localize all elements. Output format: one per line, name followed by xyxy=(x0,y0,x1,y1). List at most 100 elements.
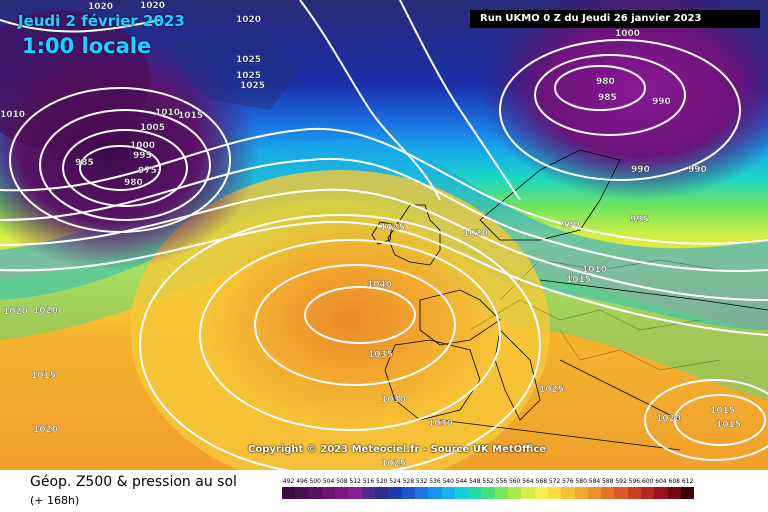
isobar-label: 1020 xyxy=(33,306,58,316)
isobar-label: 1025 xyxy=(539,385,564,395)
legend-swatch xyxy=(587,487,602,499)
legend-swatch xyxy=(282,487,296,499)
isobar-label: 980 xyxy=(124,178,143,188)
isobar-label: 1020 xyxy=(88,2,113,12)
coastlines xyxy=(371,149,768,451)
legend-swatch xyxy=(654,487,668,499)
legend-value: 580 xyxy=(575,478,587,485)
isobar-label: 1040 xyxy=(367,280,392,290)
legend-swatch xyxy=(401,487,415,499)
legend-value: 528 xyxy=(402,478,415,485)
legend-swatch xyxy=(534,487,548,499)
legend-swatch xyxy=(680,487,695,499)
isobar-label: 1020 xyxy=(33,425,58,435)
legend-swatch xyxy=(348,487,362,499)
legend-value: 548 xyxy=(469,478,481,485)
isobar-label: 990 xyxy=(652,97,671,107)
legend-value: 540 xyxy=(442,478,454,485)
isobar-label: 1015 xyxy=(710,406,735,416)
legend-value: 584 xyxy=(588,478,601,485)
legend-swatch xyxy=(441,487,455,499)
legend-value: 560 xyxy=(508,478,521,485)
isobar-label: 1030 xyxy=(381,395,406,405)
legend-swatch xyxy=(295,487,309,499)
isobar-label: 1020 xyxy=(236,15,261,25)
isobar-label: 1015 xyxy=(31,371,56,381)
legend-value: 500 xyxy=(309,478,321,485)
legend-value: 516 xyxy=(362,478,375,485)
isobar-label: 1015 xyxy=(716,420,741,430)
forecast-local-time: 1:00 locale xyxy=(22,34,152,58)
isobar-label: 1035 xyxy=(368,350,393,360)
isobar-label: 1010 xyxy=(0,110,25,120)
legend-swatch xyxy=(321,487,336,499)
legend-value: 536 xyxy=(429,478,441,485)
isobar-label: 1015 xyxy=(178,111,203,121)
isobar-labels: 1020102010201020102510251025101010151005… xyxy=(0,1,741,469)
legend-swatch xyxy=(627,487,642,499)
color-legend: 492 496 500 504 508 512 516 520 524 528 532 536 540 5… xyxy=(282,478,695,499)
isobar-label: 1020 xyxy=(3,307,28,317)
legend-swatch xyxy=(454,487,469,499)
isobar-label: 1025 xyxy=(381,459,406,469)
legend-swatch xyxy=(481,487,495,499)
isobar-label: 990 xyxy=(561,220,580,230)
legend-value: 572 xyxy=(548,478,561,485)
legend-value: 496 xyxy=(296,478,308,485)
isobar-label: 1025 xyxy=(236,55,261,65)
legend-swatches xyxy=(282,487,695,499)
isobar-label: 1025 xyxy=(380,223,405,233)
legend-value: 576 xyxy=(562,478,574,485)
legend-value: 544 xyxy=(455,478,468,485)
legend-value: 552 xyxy=(482,478,494,485)
legend-swatch xyxy=(308,487,322,499)
legend-value: 512 xyxy=(349,478,361,485)
legend-swatch xyxy=(641,487,655,499)
isobar-label: 985 xyxy=(598,93,617,103)
legend-swatch xyxy=(574,487,588,499)
isobar-label: 1025 xyxy=(240,81,265,91)
isobar-label: 1020 xyxy=(463,229,488,239)
weather-map: 1020 1020 1020 1020 1025 1025 1025 1010 1015 1005… xyxy=(0,0,768,470)
legend-swatch xyxy=(428,487,442,499)
legend-value: 508 xyxy=(336,478,348,485)
legend-swatch xyxy=(614,487,628,499)
legend-value: 600 xyxy=(641,478,654,485)
legend-swatch xyxy=(667,487,681,499)
forecast-lead-time: (+ 168h) xyxy=(30,494,80,507)
legend-swatch xyxy=(375,487,389,499)
map-title: Géop. Z500 & pression au sol xyxy=(30,474,237,490)
legend-value: 608 xyxy=(668,478,680,485)
legend-value: 524 xyxy=(389,478,401,485)
isobars xyxy=(0,0,768,470)
forecast-date: Jeudi 2 février 2023 xyxy=(18,12,185,30)
isobar-label: 990 xyxy=(688,165,707,175)
legend-value: 612 xyxy=(681,478,694,485)
legend-value: 532 xyxy=(415,478,428,485)
isobar-label: 1010 xyxy=(582,265,607,275)
isobar-label: 995 xyxy=(630,215,649,225)
legend-swatch xyxy=(521,487,535,499)
isobar-label: 995 xyxy=(133,151,152,161)
isobar-label: 1020 xyxy=(656,414,681,424)
legend-swatch xyxy=(414,487,429,499)
isobar-label: 990 xyxy=(631,165,650,175)
legend-value: 596 xyxy=(628,478,641,485)
isobar-label: 1000 xyxy=(615,29,640,39)
isobar-label: 1025 xyxy=(236,71,261,81)
borders xyxy=(469,259,721,371)
legend-swatch xyxy=(494,487,509,499)
legend-value: 520 xyxy=(376,478,388,485)
legend-value: 492 xyxy=(282,478,295,485)
legend-value: 556 xyxy=(495,478,508,485)
geopotential-pressure-map: 1020102010201020102510251025101010151005… xyxy=(0,0,768,470)
isobar-label: 980 xyxy=(596,77,615,87)
isobar-label: 1020 xyxy=(140,1,165,11)
isobar-label: 1000 xyxy=(130,141,155,151)
legend-swatch xyxy=(335,487,349,499)
legend-swatch xyxy=(508,487,522,499)
isobar-label: 975 xyxy=(138,166,157,176)
legend-value: 588 xyxy=(602,478,614,485)
isobar-label: 1015 xyxy=(566,275,591,285)
legend-swatch xyxy=(561,487,575,499)
